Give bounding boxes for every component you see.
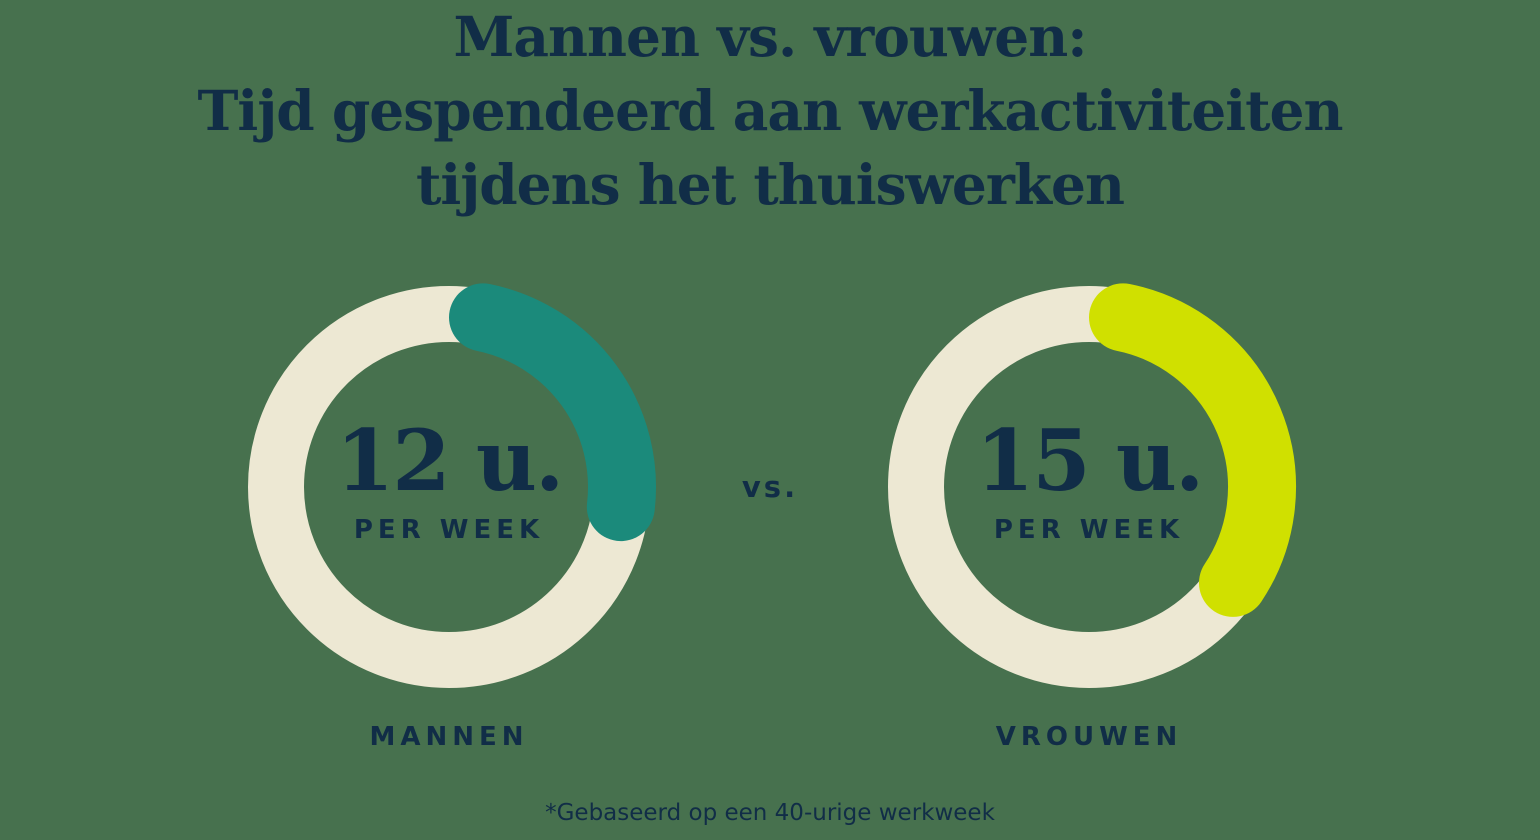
- donut-ring-mannen: [248, 283, 656, 688]
- donut-sublabel-mannen: PER WEEK: [353, 515, 545, 545]
- donut-center-vrouwen: 15 u. PER WEEK: [869, 411, 1309, 545]
- donut-ring-vrouwen: [888, 283, 1296, 688]
- footnote: *Gebaseerd op een 40-urige werkweek: [545, 800, 995, 826]
- vs-label: vs.: [741, 470, 799, 504]
- donut-value-mannen: 12 u.: [335, 411, 564, 510]
- donut-value-vrouwen: 15 u.: [975, 411, 1204, 510]
- title-line-2: Tijd gespendeerd aan werkactiviteiten: [197, 78, 1344, 143]
- title-line-1: Mannen vs. vrouwen:: [453, 4, 1087, 69]
- donut-center-mannen: 12 u. PER WEEK: [229, 411, 669, 545]
- donut-sublabel-vrouwen: PER WEEK: [993, 515, 1185, 545]
- donut-group-label-mannen: MANNEN: [369, 722, 529, 752]
- donut-chart-vrouwen: 15 u. PER WEEK VROUWEN: [869, 267, 1309, 752]
- title-line-3: tijdens het thuiswerken: [416, 152, 1125, 217]
- donut-group-label-vrouwen: VROUWEN: [995, 722, 1183, 752]
- page-title: Mannen vs. vrouwen: Tijd gespendeerd aan…: [0, 0, 1540, 222]
- donut-chart-mannen: 12 u. PER WEEK MANNEN: [229, 267, 669, 752]
